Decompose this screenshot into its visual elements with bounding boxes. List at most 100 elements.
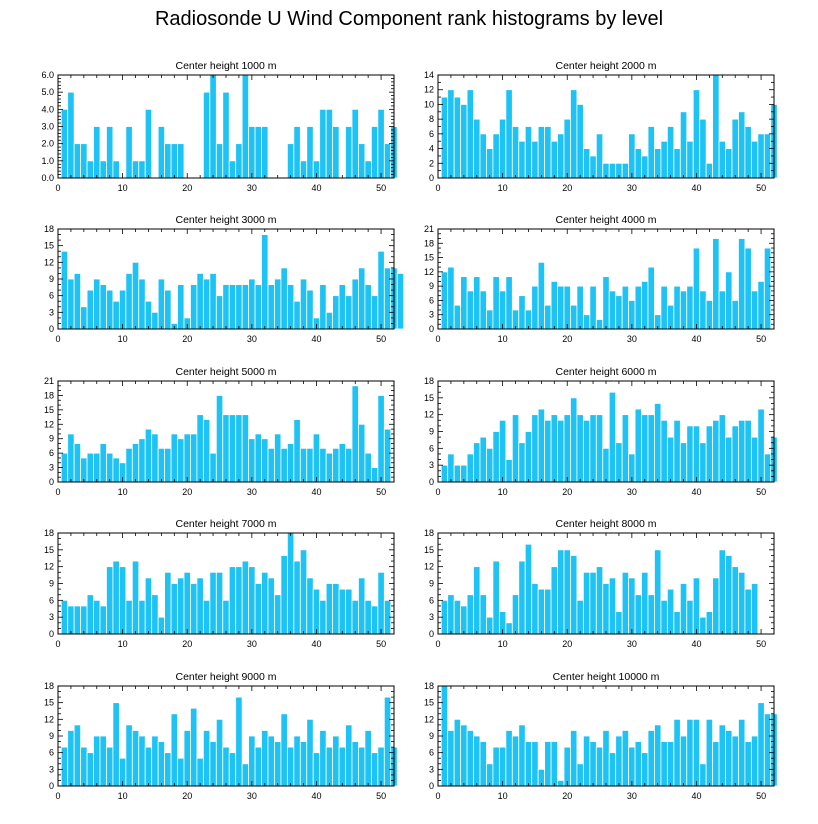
histogram-bar — [332, 295, 340, 330]
histogram-bar — [576, 104, 584, 179]
histogram-bar — [647, 126, 655, 179]
x-tick-label: 10 — [498, 183, 508, 193]
histogram-bar — [319, 447, 327, 483]
histogram-bar — [241, 414, 250, 483]
histogram-bar — [460, 724, 468, 787]
histogram-bar — [306, 289, 314, 330]
histogram-bar — [660, 599, 668, 635]
histogram-bar — [563, 414, 571, 483]
histogram-bar — [118, 566, 127, 635]
histogram-bar — [673, 611, 681, 635]
histogram-bar — [351, 741, 359, 787]
y-tick-label: 15 — [424, 393, 434, 403]
histogram-bar — [466, 290, 474, 330]
y-tick-label: 15 — [424, 253, 434, 263]
histogram-bar — [634, 741, 642, 787]
histogram-bar — [280, 267, 288, 330]
y-tick-label: 15 — [44, 241, 54, 251]
histogram-bar — [744, 126, 752, 179]
histogram-bar — [306, 126, 314, 179]
histogram-bar — [299, 549, 308, 635]
histogram-bar — [757, 133, 765, 179]
histogram-bar — [377, 395, 385, 483]
histogram-bar — [138, 438, 146, 483]
x-tick-label: 20 — [182, 183, 192, 193]
y-tick-label: 0 — [49, 477, 54, 487]
histogram-bar — [202, 278, 211, 330]
histogram-panel: Center height 10000 m 0 10 20 30 40 50 0 3 6 9 12 15… — [424, 671, 778, 801]
histogram-bar — [479, 290, 487, 330]
histogram-bar — [563, 549, 571, 635]
histogram-bar — [634, 408, 642, 483]
histogram-bar — [202, 91, 211, 179]
histogram-bar — [118, 289, 127, 330]
histogram-bar — [319, 108, 327, 179]
y-tick-label: 4.0 — [41, 104, 54, 114]
y-tick-label: 12 — [424, 267, 434, 277]
histogram-bar — [518, 724, 526, 787]
histogram-bar — [80, 306, 88, 330]
histogram-bar — [325, 746, 334, 787]
histogram-bar — [460, 104, 468, 179]
histogram-bar — [196, 577, 204, 635]
histogram-bar — [202, 730, 211, 787]
histogram-bar — [544, 588, 552, 635]
histogram-panel: Center height 3000 m 0 10 20 30 40 50 0 3 6 9 12 15 1… — [44, 214, 405, 344]
histogram-bar — [280, 713, 288, 787]
histogram-bar — [673, 718, 681, 787]
histogram-panel: Center height 8000 m 0 10 20 30 40 50 0 3 6 9 12 15 1… — [424, 518, 775, 649]
x-tick-label: 50 — [756, 791, 766, 801]
histogram-bar — [261, 730, 269, 787]
panel-title: Center height 7000 m — [176, 518, 277, 530]
histogram-bar — [325, 108, 334, 179]
histogram-bar — [106, 746, 114, 787]
histogram-panel: Center height 2000 m 0 10 20 30 40 50 0 2 4 6 8 10 12… — [424, 60, 778, 193]
y-tick-label: 18 — [44, 528, 54, 538]
histogram-bar — [582, 148, 591, 179]
histogram-bar — [582, 571, 591, 635]
histogram-bar — [447, 453, 455, 483]
histogram-bar — [473, 118, 481, 179]
y-tick-label: 9 — [429, 579, 434, 589]
histogram-bar — [319, 284, 327, 330]
histogram-bar — [757, 702, 765, 787]
histogram-bar — [750, 290, 759, 330]
histogram-bar — [660, 419, 668, 483]
histogram-bar — [286, 284, 295, 330]
histogram-bar — [537, 126, 546, 179]
histogram-bar — [440, 96, 449, 179]
y-tick-label: 18 — [424, 238, 434, 248]
histogram-bar — [641, 414, 649, 483]
histogram-bar — [80, 143, 88, 179]
histogram-bar — [286, 443, 295, 483]
x-tick-label: 20 — [562, 791, 572, 801]
histogram-bar — [531, 285, 539, 330]
histogram-bar — [144, 300, 153, 330]
histogram-bar — [654, 403, 662, 483]
y-tick-label: 6 — [429, 443, 434, 453]
histogram-bar — [615, 611, 623, 635]
histogram-bar — [641, 155, 649, 179]
histogram-bar — [112, 160, 120, 179]
histogram-bar — [254, 583, 262, 635]
histogram-bar — [144, 746, 153, 787]
histogram-bar — [738, 238, 746, 330]
histogram-bar — [550, 566, 558, 635]
histogram-bar — [492, 431, 500, 483]
x-tick-label: 10 — [498, 791, 508, 801]
histogram-bar — [602, 730, 610, 787]
histogram-bar — [73, 143, 82, 179]
histogram-bar — [131, 443, 140, 483]
histogram-bar — [718, 549, 726, 635]
histogram-bar — [383, 267, 392, 330]
histogram-bar — [93, 735, 101, 787]
y-tick-label: 6 — [429, 295, 434, 305]
histogram-bar — [209, 452, 217, 483]
histogram-bar — [261, 438, 269, 483]
histogram-bar — [602, 583, 610, 635]
histogram-bar — [144, 428, 153, 483]
y-tick-label: 6 — [49, 748, 54, 758]
histogram-bar — [358, 746, 366, 787]
histogram-bar — [332, 735, 340, 787]
x-tick-label: 50 — [376, 334, 386, 344]
